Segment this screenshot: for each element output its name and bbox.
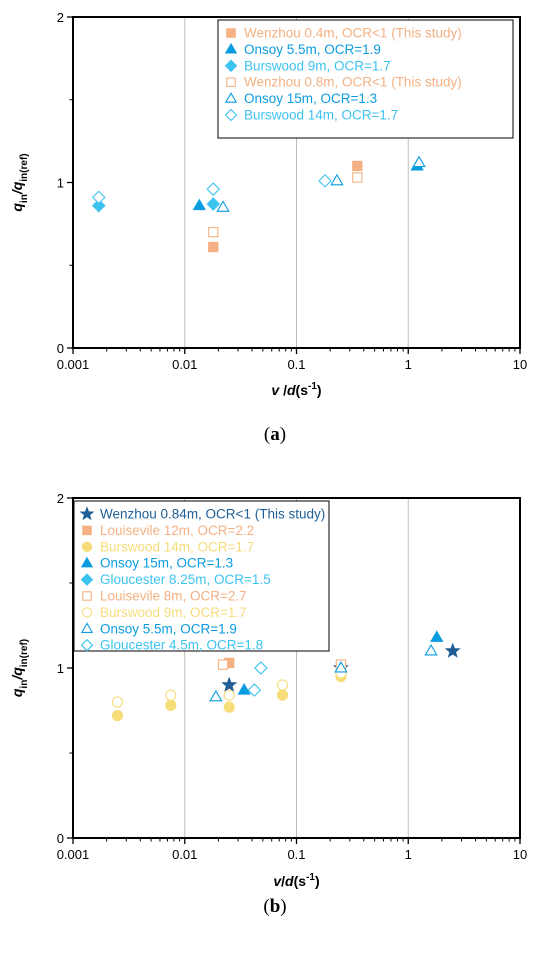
chart-b: 0.001 0.01 0.1 1 10 0 1 2 v/d(s-1) qin/qin(ref) We…: [9, 491, 527, 917]
legend: Wenzhou 0.4m, OCR<1 (This study)Onsoy 5.…: [217, 19, 514, 139]
data-point: [217, 659, 229, 670]
data-point: [247, 683, 262, 697]
legend-marker: [79, 506, 95, 521]
data-point: [111, 709, 124, 722]
data-point: [223, 701, 235, 713]
chart-a: 0.001 0.01 0.1 1 10 0 1 2 v /d(s-1) qin/qin(ref) W…: [9, 10, 527, 445]
data-point: [412, 155, 426, 168]
legend-box: [73, 500, 330, 652]
legend-label: Burswood 9m, OCR=1.7: [244, 58, 391, 73]
x-tick-label: 10: [513, 357, 527, 372]
legend-marker: [80, 556, 94, 568]
data-point: [276, 679, 289, 691]
data-point: [318, 174, 332, 188]
data-point: [223, 689, 235, 701]
legend-marker: [81, 541, 93, 552]
x-tick-label: 1: [405, 357, 412, 372]
legend-marker: [224, 92, 238, 103]
x-tick-label: 0.01: [172, 847, 197, 862]
data-point: [91, 198, 106, 213]
data-point: [208, 226, 219, 238]
x-axis-label: v /d(s-1): [271, 381, 321, 398]
legend-marker: [224, 59, 238, 73]
data-point: [424, 643, 438, 656]
x-tick-label: 0.1: [287, 847, 305, 862]
y-tick-label: 1: [57, 176, 64, 191]
data-point: [352, 160, 363, 172]
legend-marker: [80, 622, 94, 633]
x-tick-label: 0.01: [172, 357, 197, 372]
x-tick-label: 1: [405, 847, 412, 862]
data-point: [165, 689, 177, 701]
y-tick-label: 2: [57, 10, 64, 25]
data-point: [165, 699, 177, 712]
y-tick-label: 2: [57, 491, 64, 506]
data-point: [276, 689, 289, 701]
y-tick-label: 0: [57, 831, 64, 846]
data-point: [221, 676, 238, 692]
data-point: [192, 198, 206, 211]
x-tick-label: 0.1: [287, 357, 305, 372]
legend: Wenzhou 0.84m, OCR<1 (This study)Louisev…: [73, 500, 330, 653]
legend-marker: [226, 77, 236, 87]
data-point: [216, 200, 230, 212]
x-tick-label: 0.001: [57, 357, 90, 372]
legend-label: Gloucester 8.25m, OCR=1.5: [100, 572, 271, 587]
data-point: [111, 696, 124, 708]
figure-caption: (a): [264, 424, 286, 445]
legend-label: Louisevile 12m, OCR=2.2: [100, 523, 254, 538]
legend-marker: [224, 108, 238, 122]
figure-caption: (b): [263, 896, 286, 917]
legend-label: Onsoy 15m, OCR=1.3: [100, 556, 233, 571]
legend-marker: [81, 607, 93, 618]
data-point: [237, 683, 251, 695]
data-point: [330, 173, 344, 186]
x-tick-label: 10: [513, 847, 527, 862]
data-point: [444, 642, 461, 658]
data-point: [209, 689, 223, 702]
y-axis-label: qin/qin(ref): [9, 639, 30, 697]
legend-label: Burswood 9m, OCR=1.7: [100, 605, 247, 620]
data-point: [352, 172, 363, 183]
data-point: [91, 190, 106, 205]
legend-label: Onsoy 5.5m, OCR=1.9: [100, 621, 237, 636]
legend-label: Wenzhou 0.84m, OCR<1 (This study): [100, 507, 325, 522]
legend-marker: [80, 573, 94, 586]
legend-label: Burswood 14m, OCR=1.7: [100, 539, 254, 554]
x-tick-label: 0.001: [57, 847, 90, 862]
x-axis-label: v/d(s-1): [273, 872, 319, 889]
legend-label: Wenzhou 0.4m, OCR<1 (This study): [244, 26, 462, 41]
legend-marker: [82, 525, 92, 536]
y-tick-label: 1: [57, 661, 64, 676]
data-point: [206, 197, 221, 211]
data-point: [254, 661, 268, 675]
legend-label: Louisevile 8m, OCR=2.7: [100, 589, 247, 604]
data-point: [208, 241, 219, 253]
data-point: [334, 660, 348, 673]
legend-box: [217, 19, 514, 139]
y-axis-label: qin/qin(ref): [9, 153, 30, 211]
legend-label: Onsoy 5.5m, OCR=1.9: [244, 42, 381, 57]
legend-label: Onsoy 15m, OCR=1.3: [244, 91, 377, 106]
data-point: [206, 182, 221, 196]
y-tick-label: 0: [57, 341, 64, 356]
legend-marker: [82, 591, 92, 601]
legend-label: Wenzhou 0.8m, OCR<1 (This study): [244, 75, 462, 90]
legend-label: Burswood 14m, OCR=1.7: [244, 108, 398, 123]
data-point: [430, 630, 444, 642]
legend-label: Gloucester 4.5m, OCR=1.8: [100, 638, 263, 653]
legend-marker: [226, 28, 236, 38]
legend-marker: [224, 42, 238, 54]
legend-marker: [80, 638, 94, 652]
